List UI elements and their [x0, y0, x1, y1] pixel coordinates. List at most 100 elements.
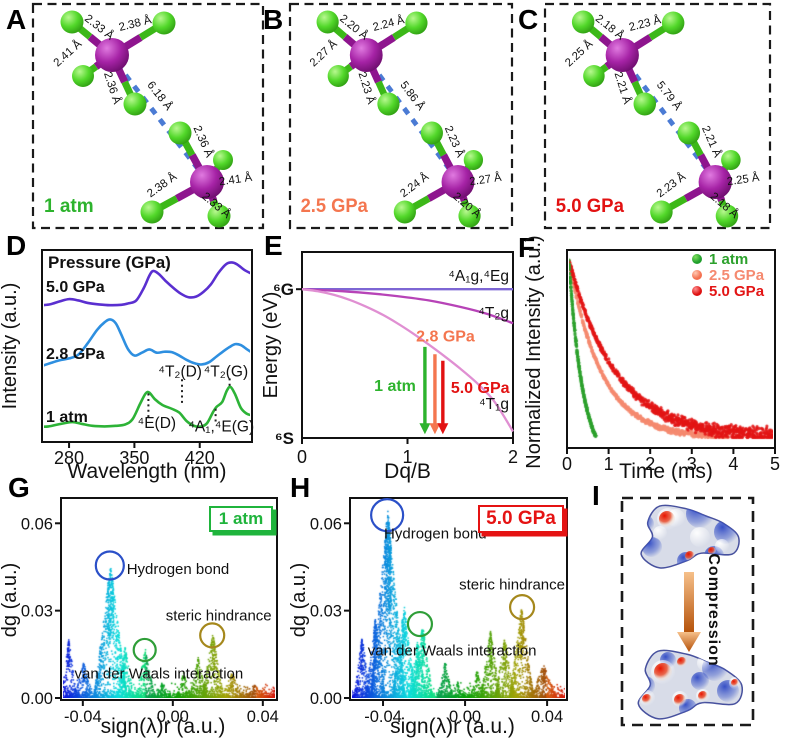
ligand-atom — [72, 65, 94, 87]
panel-dashed-border — [31, 2, 265, 230]
red-contact-spot — [674, 694, 686, 706]
transition-arrow-head — [437, 423, 449, 435]
spectrum-curve-28GPa — [44, 318, 250, 367]
center-atom — [190, 165, 224, 199]
center-atom — [605, 38, 639, 72]
ligand-atom — [463, 150, 484, 170]
red-contact-spot — [698, 691, 708, 701]
y-tick-label: 0.00 — [310, 690, 342, 708]
molecule-drawing: 2.18 Å 2.23 Å2.25 Å2.21 Å2.21 Å2.25 Å2.23… — [556, 10, 760, 228]
interaction-annotation: Hydrogen bond — [127, 561, 230, 578]
ligand-atom — [715, 204, 739, 228]
ligand-atom — [583, 65, 605, 87]
molecule-drawing: 2.33 Å 2.38 Å2.41 Å2.36 Å2.36 Å2.41 Å2.38… — [44, 10, 253, 228]
ligand-atom — [140, 200, 164, 224]
ligand-atom — [677, 121, 701, 145]
interaction-circle — [132, 637, 157, 663]
red-contact-spot — [642, 694, 652, 704]
y-tick-label-6g: ⁶G — [273, 280, 294, 299]
panel-dashed-border — [620, 496, 755, 727]
intermolecular-distance-label: 6.18 Å — [144, 79, 175, 113]
surface-patch — [653, 526, 667, 540]
bond-length-label: 2.27 Å — [307, 37, 340, 69]
bond-length-label: 2.23 Å — [654, 170, 688, 200]
arrow-label-2-8gpa: 2.8 GPa — [416, 328, 475, 345]
red-contact-spot — [731, 679, 739, 687]
curve-label: 5.0 GPa — [46, 279, 105, 296]
x-axis-title: sign(λ)r (a.u.) — [101, 715, 226, 738]
energy-level-label: ⁴A₁g,⁴Eg — [448, 268, 509, 285]
x-tick-label: 350 — [119, 448, 149, 468]
compression-arrow-head — [677, 632, 701, 652]
interaction-annotation: van der Waals interaction — [75, 665, 244, 682]
y-tick-label: 0.03 — [310, 603, 342, 621]
y-axis-title: dg (a.u.) — [288, 563, 310, 637]
nci-scatter-canvas-1atm — [63, 500, 275, 698]
legend-label: 1 atm — [709, 251, 748, 268]
curve-label: 2.8 GPa — [46, 346, 105, 363]
interaction-annotation: steric hindrance — [166, 608, 272, 625]
panel-letter-b: B — [263, 4, 284, 35]
panel-letter-h: H — [290, 472, 311, 503]
y-tick-label: 0.03 — [21, 603, 53, 621]
center-atom — [95, 38, 129, 72]
x-tick-label: 280 — [54, 448, 84, 468]
ligand-atom — [168, 121, 192, 145]
ligand-atom — [393, 200, 416, 224]
x-tick-label: 2 — [645, 454, 655, 474]
center-atom — [698, 165, 732, 199]
surface-patch — [641, 515, 654, 533]
ligand-atom — [405, 11, 428, 35]
y-axis-title: Normalized Intensity (a.u.) — [523, 235, 545, 468]
pressure-badge-1atm: 1 atm — [209, 506, 273, 532]
x-tick-label: 1 — [402, 447, 412, 467]
bond-length-label: 2.41 Å — [218, 171, 253, 189]
x-tick-label: 0.04 — [247, 708, 279, 726]
pressure-badge-label: 5.0 GPa — [486, 508, 556, 529]
red-contact-spot — [659, 511, 675, 527]
energy-level-label: ⁴T₂g — [478, 305, 509, 322]
intermolecular-distance-label: 5.86 Å — [397, 79, 427, 114]
decay-scatter-canvas — [569, 252, 773, 446]
ligand-atom — [60, 10, 84, 34]
surface-patch — [715, 539, 729, 553]
red-contact-spot — [654, 663, 672, 681]
pressure-condition-label: 5.0 GPa — [556, 195, 625, 216]
molecule-drawing: 2.20 Å 2.24 Å2.27 Å2.23 Å2.23 Å2.27 Å2.24… — [301, 10, 503, 228]
peak-annotation: ⁴T₂(G) — [204, 363, 249, 380]
y-axis-title: dg (a.u.) — [0, 563, 21, 637]
legend-label: 2.5 GPa — [709, 267, 765, 284]
ligand-atom — [420, 121, 443, 145]
red-contact-spot — [677, 657, 687, 667]
energy-level-label: ⁴T₁g — [479, 396, 509, 413]
panel-letter-i: I — [592, 480, 600, 511]
pressure-condition-label: 2.5 GPa — [301, 195, 369, 216]
energy-level-curve — [301, 288, 514, 433]
panel-letter-c: C — [518, 4, 539, 35]
transition-arrow-head — [419, 423, 431, 435]
interaction-circle — [199, 622, 226, 649]
center-atom — [349, 38, 383, 72]
panel-letter-d: D — [6, 230, 27, 261]
interaction-annotation: steric hindrance — [459, 576, 565, 593]
intermolecular-dashed-bond — [369, 62, 456, 176]
bond-length-label: 2.41 Å — [51, 37, 85, 69]
legend-label: 5.0 GPa — [709, 283, 765, 300]
x-tick-label: 4 — [728, 454, 738, 474]
x-tick-label: 0.00 — [157, 708, 189, 726]
x-tick-label: 1 — [604, 454, 614, 474]
x-tick-label: 0 — [297, 447, 307, 467]
y-tick-label: 0.00 — [21, 690, 53, 708]
bond-length-label: 2.24 Å — [398, 170, 432, 201]
panel-dashed-border — [288, 2, 514, 230]
x-axis-title: Dq/B — [384, 460, 431, 483]
y-tick-label: 0.06 — [21, 515, 53, 533]
panel-letter-f: F — [518, 232, 536, 263]
interaction-circle — [406, 610, 434, 638]
ligand-atom — [213, 150, 233, 170]
pressure-badge-5gpa: 5.0 GPa — [478, 505, 564, 533]
ligand-atom — [458, 204, 481, 228]
energy-level-curve — [301, 288, 514, 325]
intermolecular-dashed-bond — [115, 62, 204, 176]
